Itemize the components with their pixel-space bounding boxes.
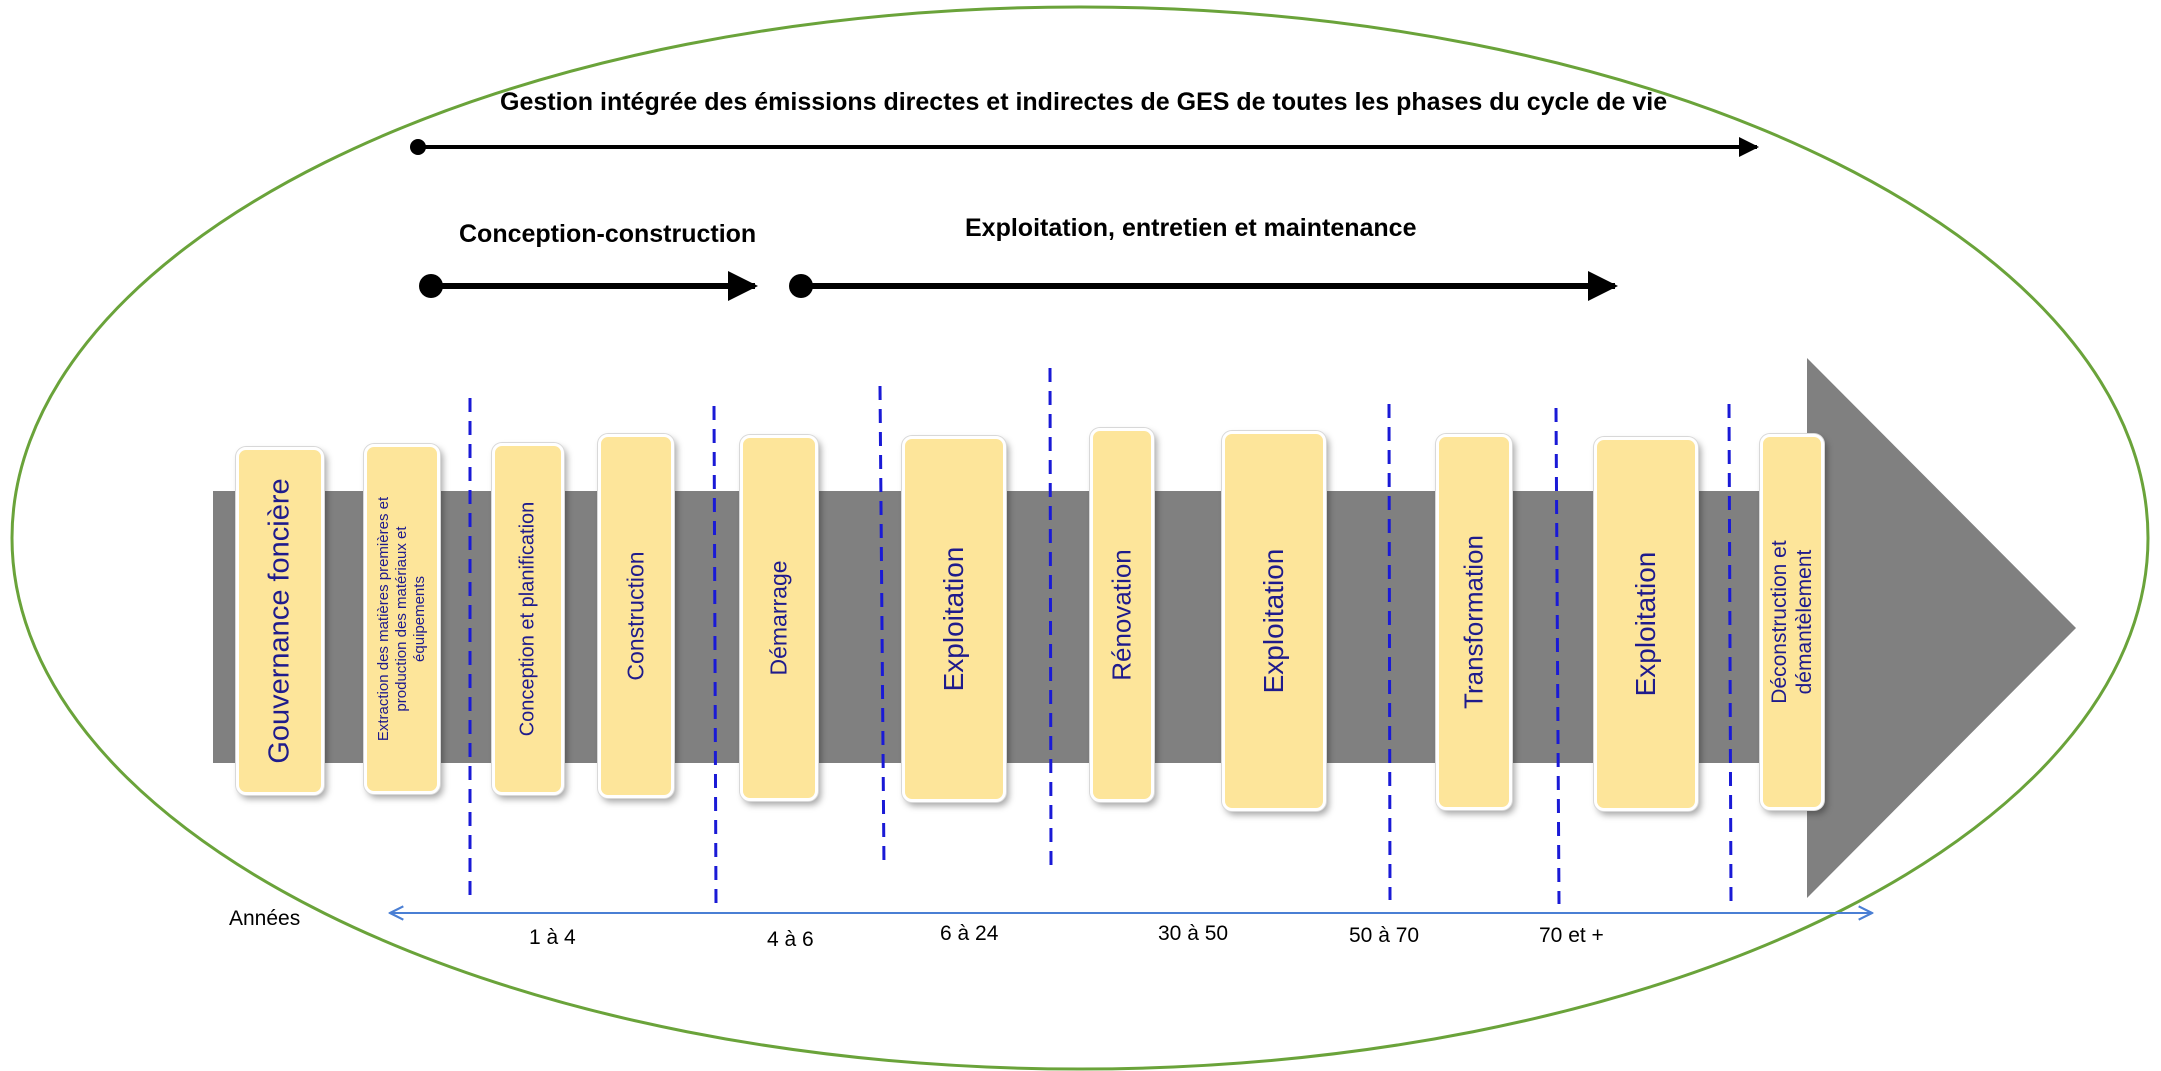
step-label: Exploitation [938, 546, 969, 692]
phase-arrow-exploitation-start [789, 274, 813, 298]
step-extraction-production: Extraction des matières premières et pro… [364, 444, 440, 794]
scope-ellipse [10, 5, 2150, 1071]
step-label: Exploitation [1630, 551, 1661, 697]
phase-arrow-construction-start [419, 274, 443, 298]
step-deconstruction: Déconstruction et démantèlement [1760, 434, 1824, 810]
step-renovation: Rénovation [1090, 428, 1154, 802]
period-divider [1727, 403, 1733, 903]
scope-arrow-full-start [410, 139, 426, 155]
step-exploitation-2: Exploitation [1222, 431, 1326, 811]
timeline-axis-label: Années [229, 907, 301, 930]
timeline-tick-label: 30 à 50 [1158, 922, 1229, 945]
step-label: Construction [622, 551, 649, 681]
period-divider [1048, 367, 1053, 869]
diagram-title: Gestion intégrée des émissions directes … [500, 88, 1668, 116]
step-gouvernance-fonciere: Gouvernance foncière [236, 447, 324, 795]
timeline-tick-label: 4 à 6 [767, 928, 814, 951]
step-label: Extraction des matières premières et pro… [375, 496, 428, 742]
period-divider [712, 405, 718, 907]
step-label: Transformation [1458, 535, 1489, 709]
step-conception-planification: Conception et planification [492, 443, 564, 795]
step-label: Gouvernance foncière [263, 478, 296, 764]
timeline-tick-label: 6 à 24 [940, 922, 999, 945]
step-label: Exploitation [1258, 548, 1289, 694]
step-construction: Construction [598, 434, 674, 798]
step-label: Déconstruction et démantèlement [1768, 540, 1816, 704]
step-label: Démarrage [765, 560, 792, 676]
timeline-tick-label: 50 à 70 [1349, 924, 1420, 947]
step-label: Rénovation [1106, 549, 1137, 681]
period-divider [1387, 403, 1392, 901]
step-exploitation-3: Exploitation [1594, 437, 1698, 811]
period-divider [878, 385, 886, 869]
step-exploitation-1: Exploitation [902, 436, 1006, 802]
timeline-tick-label: 1 à 4 [529, 926, 576, 949]
phase-label-exploitation: Exploitation, entretien et maintenance [965, 214, 1417, 242]
step-transformation: Transformation [1436, 434, 1512, 810]
step-demarrage: Démarrage [740, 435, 818, 801]
phase-label-construction: Conception-construction [459, 220, 757, 248]
lifecycle-arrow-head [1807, 358, 2076, 898]
lifecycle-arrow-body [213, 491, 1813, 763]
timeline-tick-label: 70 et + [1539, 924, 1604, 947]
period-divider [1554, 407, 1561, 905]
step-label: Conception et planification [516, 501, 539, 737]
